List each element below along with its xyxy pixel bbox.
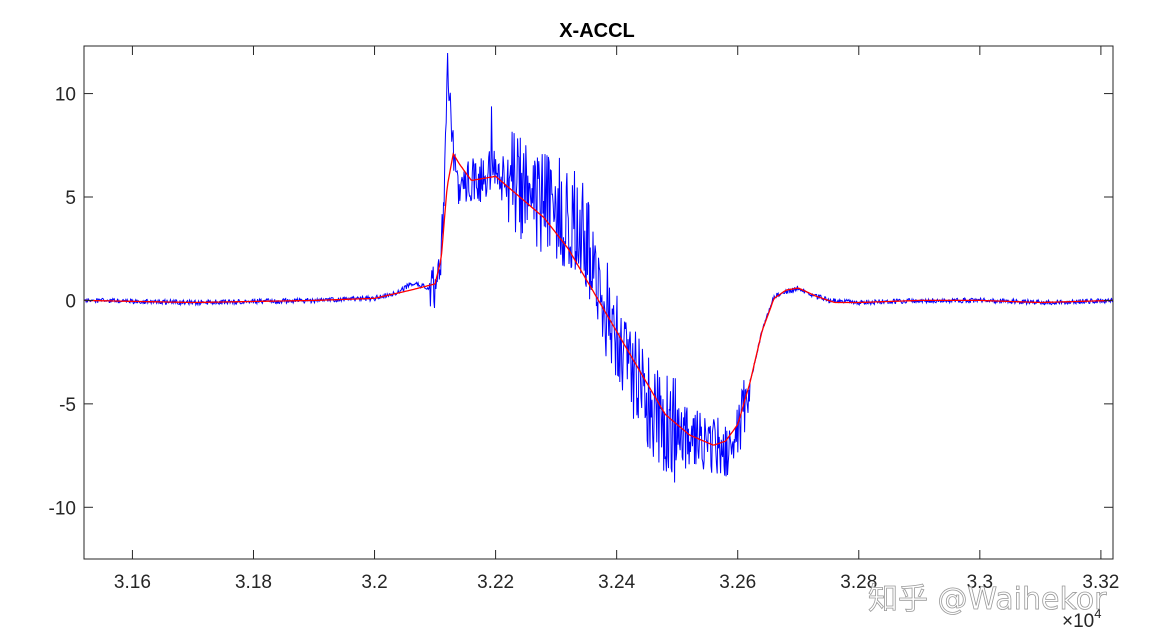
y-tick-label: -5 [59, 395, 76, 416]
x-tick-label: 3.16 [114, 572, 151, 593]
series-raw-line [84, 52, 1113, 483]
series-layer [84, 52, 1113, 483]
y-tick-label: 10 [55, 85, 76, 106]
x-tick-label: 3.24 [598, 572, 635, 593]
x-tick-label: 3.22 [477, 572, 514, 593]
x-exponent-label: ×104 [1062, 606, 1101, 632]
y-tick-label: -10 [49, 498, 76, 519]
x-tick-label: 3.2 [361, 572, 387, 593]
series-smoothed-line [84, 152, 1113, 446]
chart-title: X-ACCL [559, 20, 635, 42]
x-tick-label: 3.18 [235, 572, 272, 593]
y-tick-label: 0 [65, 291, 76, 312]
x-tick-label: 3.28 [840, 572, 877, 593]
x-tick-label: 3.26 [719, 572, 756, 593]
y-tick-label: 5 [65, 188, 76, 209]
y-axis: 10 5 0 -5 -10 [49, 85, 1113, 519]
x-tick-label: 3.32 [1082, 572, 1119, 593]
watermark: 知乎 @Waihekor [868, 582, 1107, 617]
x-axis: 3.16 3.18 3.2 3.22 3.24 3.26 3.28 3.3 3.32 [114, 46, 1119, 593]
x-tick-label: 3.3 [967, 572, 993, 593]
